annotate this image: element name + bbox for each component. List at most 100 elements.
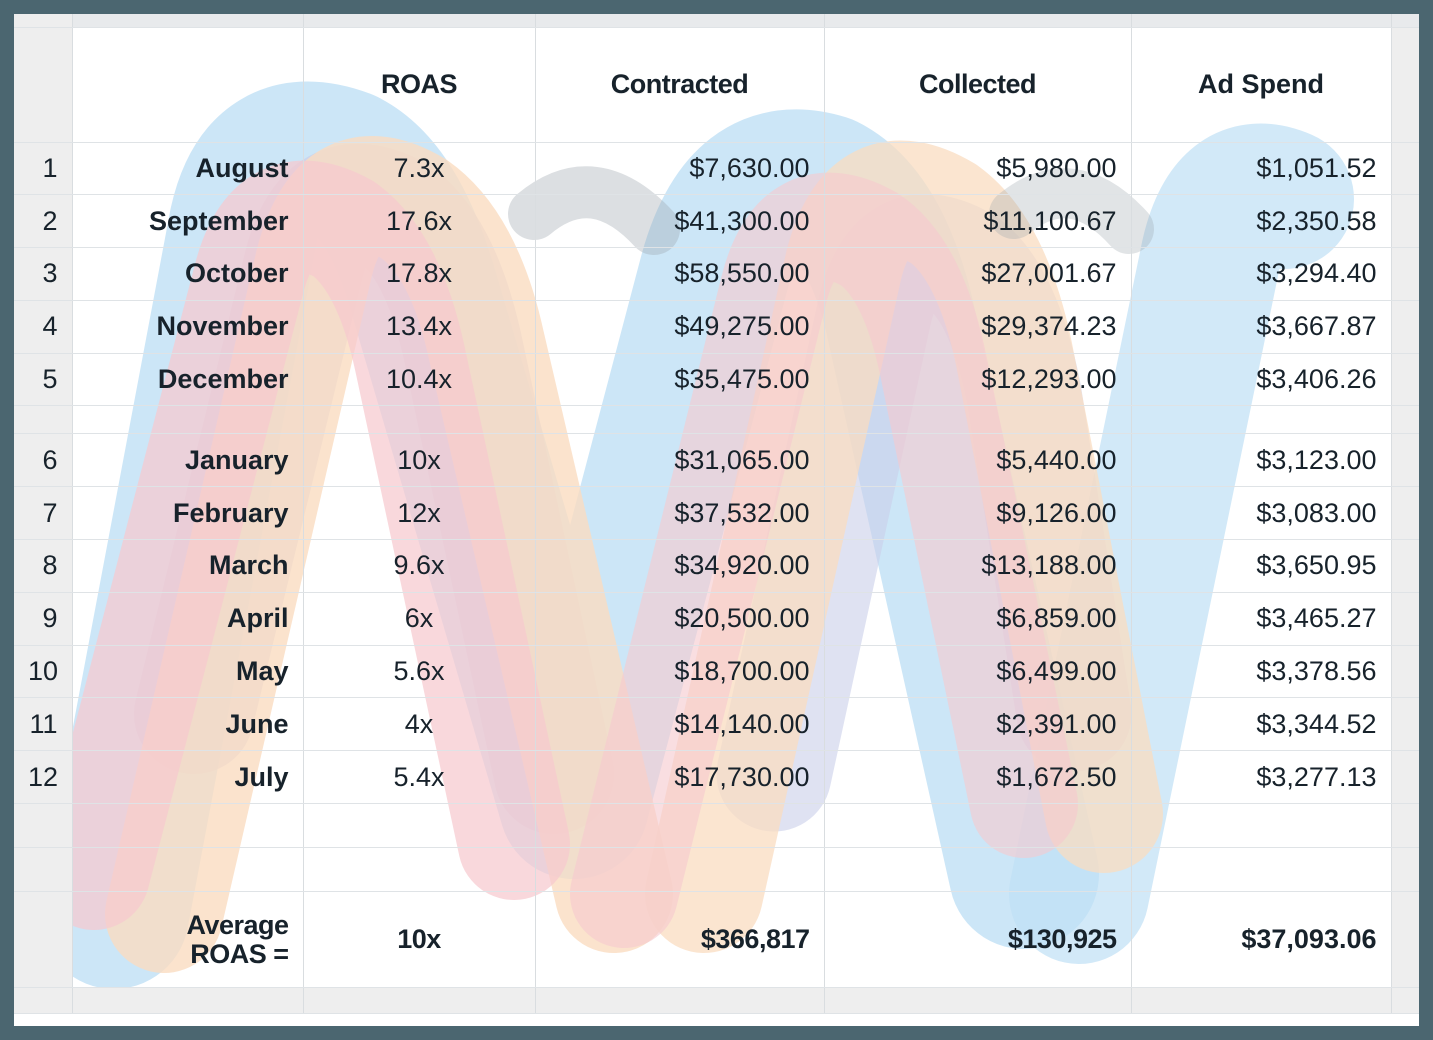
cell-collected[interactable]: $27,001.67	[824, 247, 1132, 301]
cell-month[interactable]: July	[72, 750, 304, 805]
cell-roas[interactable]: 6x	[303, 592, 536, 646]
cell-tail[interactable]	[1391, 247, 1419, 301]
cell-tail[interactable]	[1391, 592, 1419, 646]
cell-tail[interactable]	[1391, 300, 1419, 354]
cell-collected[interactable]: $9,126.00	[824, 486, 1132, 541]
cell-contracted[interactable]: $58,550.00	[535, 247, 825, 301]
cell-ad-spend[interactable]: $3,650.95	[1131, 539, 1392, 593]
cell-tail[interactable]	[1391, 433, 1419, 488]
cell-tail[interactable]	[1391, 405, 1419, 435]
cell-collected[interactable]: $11,100.67	[824, 194, 1132, 249]
cell-contracted[interactable]: $34,920.00	[535, 539, 825, 593]
row-number[interactable]	[14, 405, 73, 435]
summary-roas[interactable]: 10x	[303, 891, 536, 989]
cell-month[interactable]: February	[72, 486, 304, 541]
cell-month[interactable]: November	[72, 300, 304, 354]
cell-tail[interactable]	[1391, 987, 1419, 1015]
cell-month[interactable]: December	[72, 353, 304, 407]
col-header-adspend[interactable]	[1131, 14, 1392, 28]
table-row[interactable]: 7 February 12x $37,532.00 $9,126.00 $3,0…	[14, 486, 1419, 541]
cell-ad-spend[interactable]	[1131, 847, 1392, 893]
spacer-row[interactable]	[14, 847, 1419, 893]
col-header-contracted[interactable]	[535, 14, 825, 28]
cell-collected[interactable]	[824, 803, 1132, 849]
cell-tail[interactable]	[1391, 697, 1419, 752]
row-number[interactable]: 12	[14, 750, 73, 805]
cell-tail[interactable]	[1391, 142, 1419, 196]
cell-contracted[interactable]: $31,065.00	[535, 433, 825, 488]
table-row[interactable]: 2 September 17.6x $41,300.00 $11,100.67 …	[14, 194, 1419, 249]
cell-month[interactable]: April	[72, 592, 304, 646]
cell-collected[interactable]: $1,672.50	[824, 750, 1132, 805]
cell-collected[interactable]: $5,440.00	[824, 433, 1132, 488]
col-header-tail[interactable]	[1391, 14, 1419, 28]
cell-month[interactable]: May	[72, 645, 304, 699]
row-gutter-header[interactable]	[14, 27, 73, 143]
cell-ad-spend[interactable]: $3,344.52	[1131, 697, 1392, 752]
cell-month[interactable]: October	[72, 247, 304, 301]
cell-ad-spend[interactable]	[1131, 987, 1392, 1015]
cell-roas[interactable]: 17.6x	[303, 194, 536, 249]
cell-tail[interactable]	[1391, 750, 1419, 805]
cell-month[interactable]: September	[72, 194, 304, 249]
row-number[interactable]	[14, 891, 73, 989]
cell-contracted[interactable]	[535, 803, 825, 849]
cell-collected[interactable]: $6,499.00	[824, 645, 1132, 699]
cell-contracted[interactable]	[535, 987, 825, 1015]
cell-roas[interactable]	[303, 803, 536, 849]
cell-contracted[interactable]: $37,532.00	[535, 486, 825, 541]
table-row[interactable]: 1 August 7.3x $7,630.00 $5,980.00 $1,051…	[14, 142, 1419, 196]
table-row[interactable]: 12 July 5.4x $17,730.00 $1,672.50 $3,277…	[14, 750, 1419, 805]
cell-contracted[interactable]: $49,275.00	[535, 300, 825, 354]
cell-collected[interactable]	[824, 405, 1132, 435]
row-number[interactable]: 6	[14, 433, 73, 488]
cell-tail[interactable]	[1391, 353, 1419, 407]
cell-roas[interactable]: 5.4x	[303, 750, 536, 805]
row-number[interactable]	[14, 803, 73, 849]
cell-tail[interactable]	[1391, 891, 1419, 989]
row-number[interactable]: 1	[14, 142, 73, 196]
table-row[interactable]: 5 December 10.4x $35,475.00 $12,293.00 $…	[14, 353, 1419, 407]
table-row[interactable]: 6 January 10x $31,065.00 $5,440.00 $3,12…	[14, 433, 1419, 488]
table-row[interactable]: 9 April 6x $20,500.00 $6,859.00 $3,465.2…	[14, 592, 1419, 646]
row-number[interactable]	[14, 847, 73, 893]
cell-ad-spend[interactable]: $3,277.13	[1131, 750, 1392, 805]
cell-collected[interactable]: $2,391.00	[824, 697, 1132, 752]
row-number[interactable]	[14, 987, 73, 1015]
cell-collected[interactable]: $13,188.00	[824, 539, 1132, 593]
summary-contracted[interactable]: $366,817	[535, 891, 825, 989]
cell-month[interactable]: August	[72, 142, 304, 196]
corner-cell[interactable]	[14, 14, 73, 28]
cell-contracted[interactable]: $17,730.00	[535, 750, 825, 805]
column-header-strip[interactable]	[14, 14, 1419, 28]
summary-collected[interactable]: $130,925	[824, 891, 1132, 989]
spreadsheet-viewport[interactable]: ROAS Contracted Collected Ad Spend 1 Aug…	[14, 14, 1419, 1026]
cell-month[interactable]: January	[72, 433, 304, 488]
cell-ad-spend[interactable]: $3,667.87	[1131, 300, 1392, 354]
row-number[interactable]: 5	[14, 353, 73, 407]
row-number[interactable]: 4	[14, 300, 73, 354]
table-row[interactable]: 8 March 9.6x $34,920.00 $13,188.00 $3,65…	[14, 539, 1419, 593]
cell-contracted[interactable]	[535, 405, 825, 435]
cell-roas[interactable]: 12x	[303, 486, 536, 541]
cell-tail[interactable]	[1391, 539, 1419, 593]
row-number[interactable]: 7	[14, 486, 73, 541]
row-number[interactable]: 8	[14, 539, 73, 593]
cell-contracted[interactable]: $35,475.00	[535, 353, 825, 407]
cell-collected[interactable]: $6,859.00	[824, 592, 1132, 646]
cell-roas[interactable]: 5.6x	[303, 645, 536, 699]
cell-contracted[interactable]	[535, 847, 825, 893]
cell-month[interactable]: June	[72, 697, 304, 752]
cell-roas[interactable]: 13.4x	[303, 300, 536, 354]
cell-month[interactable]	[72, 803, 304, 849]
cell-month[interactable]	[72, 405, 304, 435]
cell-tail[interactable]	[1391, 486, 1419, 541]
cell-collected[interactable]	[824, 987, 1132, 1015]
cell-month[interactable]	[72, 987, 304, 1015]
cell-collected[interactable]	[824, 847, 1132, 893]
spacer-row[interactable]	[14, 405, 1419, 435]
cell-tail[interactable]	[1391, 847, 1419, 893]
cell-ad-spend[interactable]: $2,350.58	[1131, 194, 1392, 249]
cell-roas[interactable]	[303, 987, 536, 1015]
cell-collected[interactable]: $5,980.00	[824, 142, 1132, 196]
